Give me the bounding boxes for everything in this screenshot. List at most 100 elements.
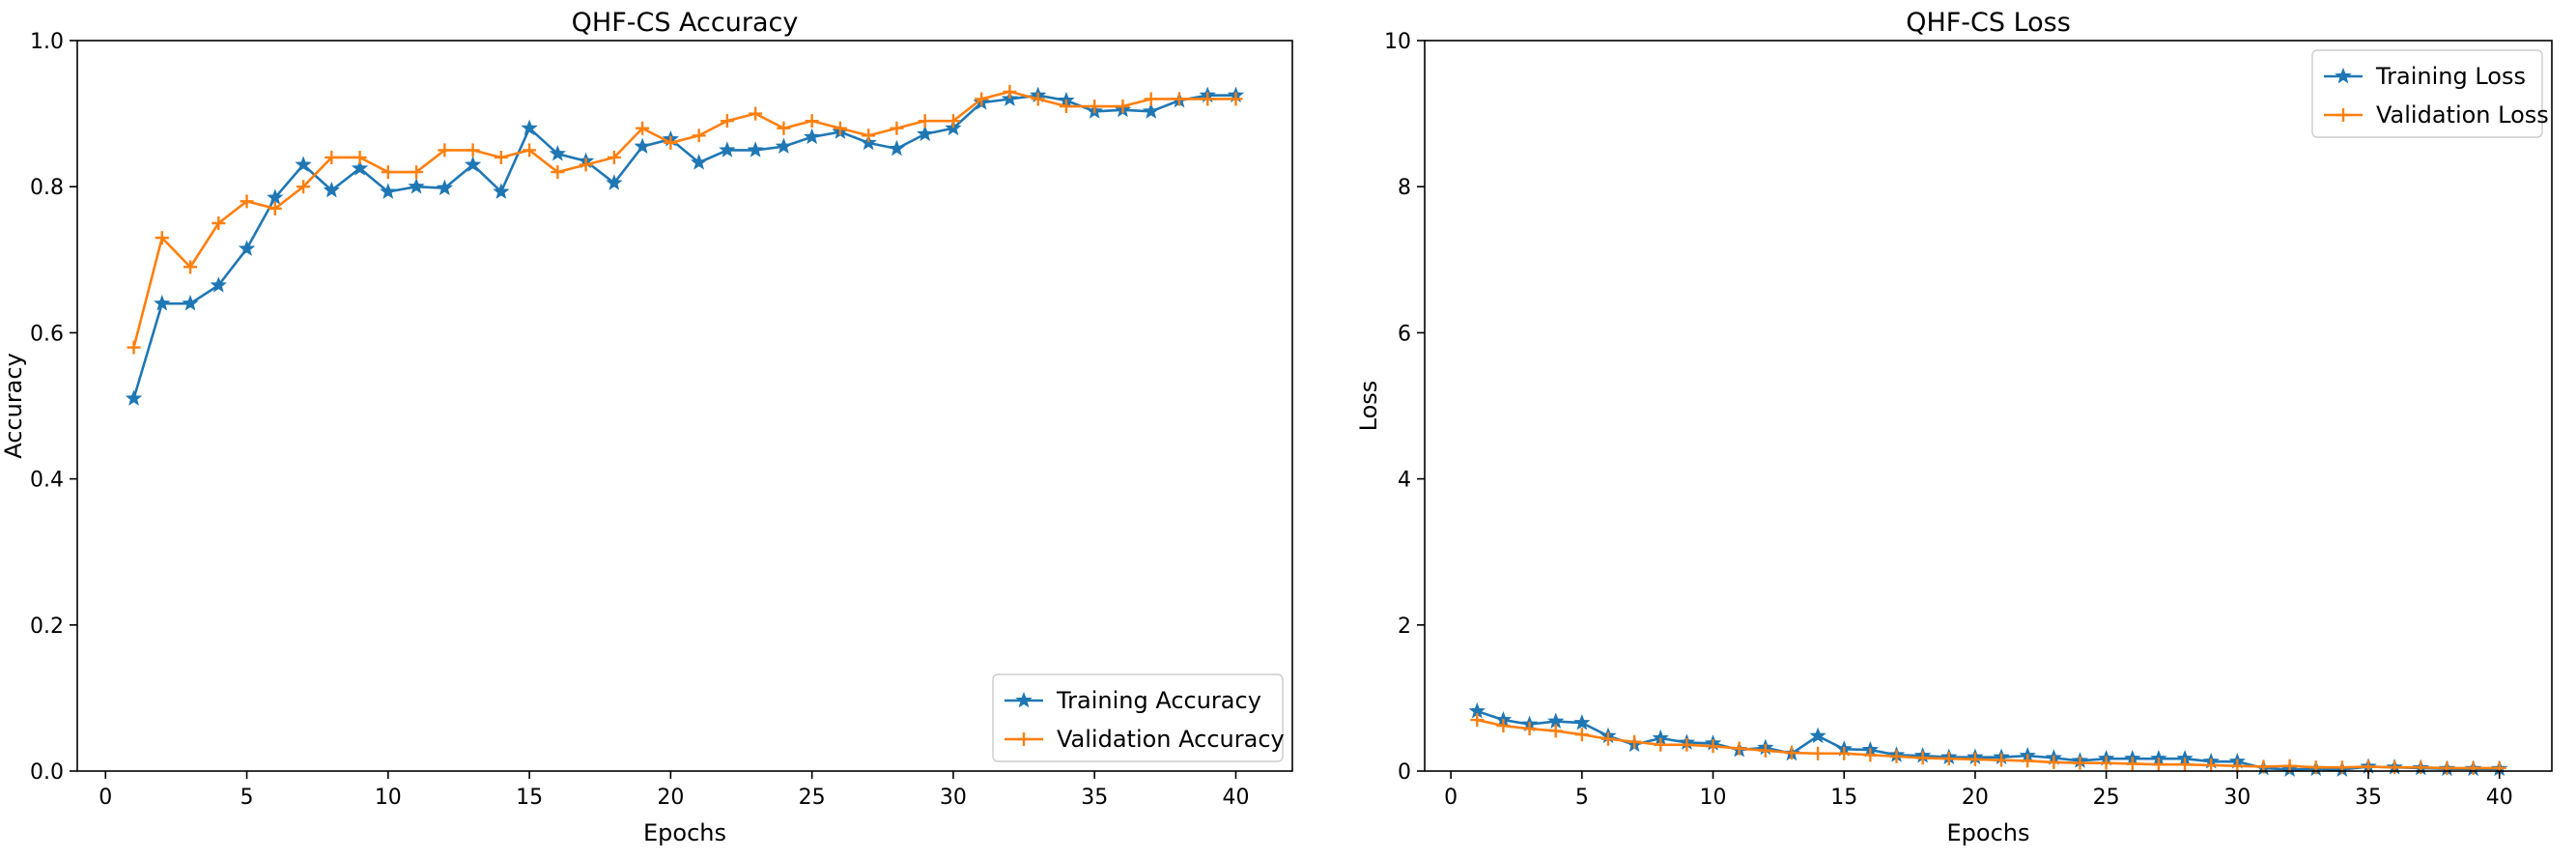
data-point bbox=[523, 143, 537, 157]
legend: Training Accuracy Validation Accuracy bbox=[992, 673, 1285, 762]
data-point bbox=[1915, 751, 1930, 765]
data-point bbox=[2440, 760, 2454, 775]
data-point bbox=[125, 389, 143, 406]
data-point bbox=[2047, 755, 2061, 769]
legend-swatch-marker bbox=[2336, 108, 2350, 122]
data-point bbox=[692, 129, 706, 143]
legend-frame bbox=[2311, 49, 2543, 138]
data-point bbox=[1201, 92, 1215, 106]
data-point bbox=[888, 139, 906, 157]
data-point bbox=[182, 295, 199, 311]
data-point bbox=[975, 92, 989, 106]
data-point bbox=[2099, 756, 2113, 770]
data-point bbox=[747, 141, 764, 157]
data-point bbox=[1003, 84, 1017, 99]
y-tick-label: 0.4 bbox=[30, 469, 64, 493]
data-point bbox=[607, 150, 621, 164]
x-tick-label: 15 bbox=[516, 786, 543, 810]
data-point bbox=[2414, 760, 2428, 775]
x-tick-label: 10 bbox=[1700, 786, 1727, 810]
x-tick-label: 30 bbox=[940, 786, 967, 810]
data-point bbox=[2178, 758, 2193, 772]
data-point bbox=[1143, 102, 1160, 119]
x-tick-label: 15 bbox=[1830, 786, 1857, 810]
x-tick-label: 40 bbox=[2486, 786, 2513, 810]
legend: Training Loss Validation Loss bbox=[2311, 49, 2549, 138]
accuracy-chart: QHF-CS Accuracy 0 5 10 15 20 25 30 35 40 0.0 0.2 0.4… bbox=[0, 8, 1293, 846]
data-point bbox=[155, 231, 169, 245]
plot-frame bbox=[76, 40, 1293, 772]
data-point bbox=[521, 119, 538, 136]
data-point bbox=[2021, 754, 2035, 768]
data-point bbox=[1574, 728, 1589, 742]
x-tick-label: 35 bbox=[1081, 786, 1108, 810]
x-tick-label: 35 bbox=[2355, 786, 2382, 810]
data-point bbox=[1784, 746, 1798, 760]
legend-label: Training Loss bbox=[2375, 63, 2526, 90]
legend-frame bbox=[992, 673, 1284, 762]
data-point bbox=[1889, 749, 1904, 763]
chart-title: QHF-CS Accuracy bbox=[572, 8, 799, 38]
data-point bbox=[1680, 737, 1694, 752]
data-point bbox=[2335, 760, 2349, 775]
data-point bbox=[351, 159, 369, 176]
data-point bbox=[1995, 753, 2009, 767]
y-tick-label: 2 bbox=[1398, 615, 1411, 639]
data-point bbox=[295, 156, 312, 172]
data-point bbox=[408, 178, 425, 194]
data-point bbox=[634, 137, 651, 154]
data-point bbox=[1654, 737, 1668, 752]
legend-label: Validation Loss bbox=[2376, 101, 2549, 129]
data-point bbox=[833, 121, 847, 135]
data-point bbox=[1600, 731, 1615, 746]
data-point bbox=[1172, 92, 1186, 106]
data-point bbox=[493, 183, 510, 199]
y-axis-label: Accuracy bbox=[0, 353, 27, 459]
data-point bbox=[862, 129, 876, 143]
data-point bbox=[1470, 713, 1485, 728]
x-tick-label: 20 bbox=[1962, 786, 1989, 810]
data-point bbox=[719, 141, 736, 157]
data-point bbox=[803, 128, 821, 145]
y-tick-label: 0.6 bbox=[30, 322, 64, 346]
x-tick-label: 25 bbox=[799, 786, 826, 810]
data-point bbox=[240, 194, 254, 209]
data-point bbox=[381, 165, 395, 180]
data-point bbox=[380, 183, 397, 199]
data-point bbox=[1548, 724, 1563, 738]
data-point bbox=[1496, 719, 1511, 733]
data-point bbox=[775, 137, 793, 154]
y-axis-label: Loss bbox=[1355, 381, 1382, 432]
x-tick-label: 0 bbox=[1444, 786, 1458, 810]
data-point bbox=[1706, 739, 1720, 754]
y-tick-label: 0.2 bbox=[30, 615, 64, 639]
series-line bbox=[1476, 709, 2500, 771]
data-point bbox=[323, 181, 340, 198]
data-point bbox=[438, 143, 452, 157]
data-point bbox=[1031, 92, 1045, 106]
y-tick-label: 6 bbox=[1398, 322, 1411, 346]
data-point bbox=[1059, 100, 1073, 114]
data-point bbox=[606, 174, 623, 190]
data-point bbox=[1628, 734, 1642, 749]
data-point bbox=[1941, 752, 1956, 766]
data-point bbox=[1809, 727, 1826, 744]
series-line bbox=[1476, 718, 2500, 770]
legend-label: Training Accuracy bbox=[1056, 687, 1261, 714]
data-point bbox=[1229, 92, 1243, 106]
data-point bbox=[2204, 758, 2219, 772]
plot-frame bbox=[1424, 40, 2553, 772]
data-point bbox=[2125, 757, 2139, 771]
data-point bbox=[1573, 713, 1591, 730]
data-point bbox=[2308, 760, 2323, 775]
data-point bbox=[212, 216, 226, 230]
x-tick-label: 5 bbox=[241, 786, 254, 810]
data-point bbox=[238, 240, 256, 256]
data-point bbox=[690, 154, 708, 170]
data-point bbox=[466, 143, 480, 157]
y-tick-label: 1.0 bbox=[30, 30, 64, 54]
series-validation-accuracy bbox=[127, 84, 1243, 355]
data-point bbox=[2388, 760, 2402, 775]
data-point bbox=[297, 180, 311, 194]
